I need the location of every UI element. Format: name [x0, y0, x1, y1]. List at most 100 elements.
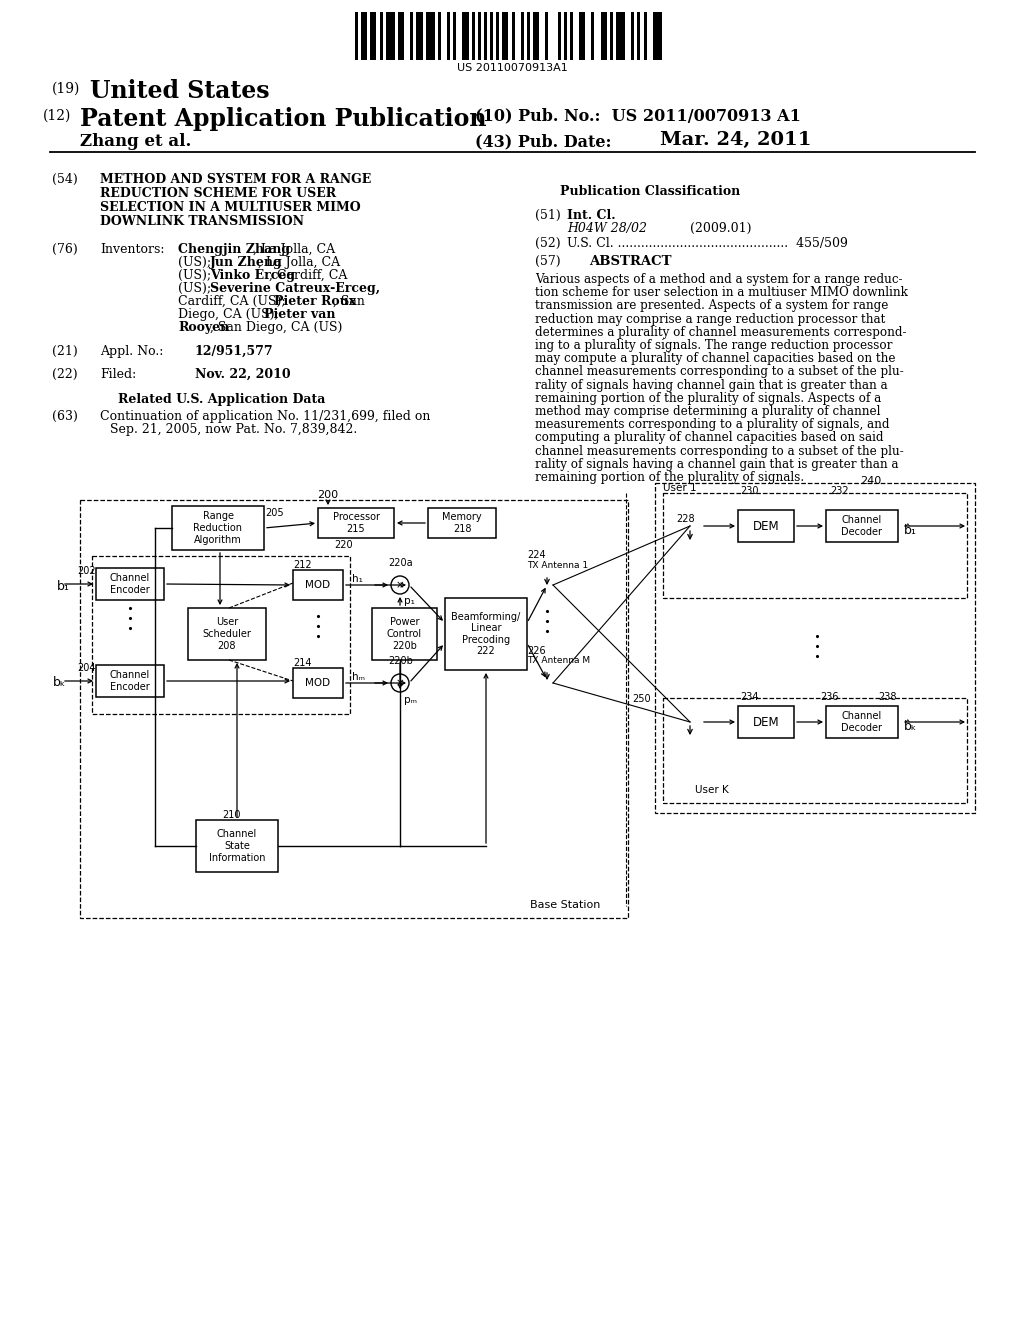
Bar [609, 12, 612, 59]
Bar [96, 568, 164, 601]
Text: (22): (22) [52, 368, 78, 381]
Text: rality of signals having channel gain that is greater than a: rality of signals having channel gain th… [535, 379, 888, 392]
Bar [558, 12, 561, 59]
Text: H04W 28/02: H04W 28/02 [567, 222, 647, 235]
Text: 220a: 220a [388, 558, 413, 568]
Text: User 1: User 1 [663, 483, 696, 492]
Text: remaining portion of the plurality of signals.: remaining portion of the plurality of si… [535, 471, 804, 484]
Text: (2009.01): (2009.01) [690, 222, 752, 235]
Text: U.S. Cl. ............................................  455/509: U.S. Cl. ...............................… [567, 238, 848, 249]
Bar [826, 706, 898, 738]
Text: (US);: (US); [178, 269, 215, 282]
Bar [463, 12, 469, 59]
Text: (54): (54) [52, 173, 78, 186]
Text: (19): (19) [52, 82, 80, 96]
Text: 200: 200 [317, 490, 339, 500]
Bar [398, 12, 404, 59]
Bar [484, 12, 487, 59]
Bar [569, 12, 572, 59]
Text: METHOD AND SYSTEM FOR A RANGE: METHOD AND SYSTEM FOR A RANGE [100, 173, 372, 186]
Text: Beamforming/
Linear
Precoding
222: Beamforming/ Linear Precoding 222 [452, 611, 520, 656]
Text: Channel
State
Information: Channel State Information [209, 829, 265, 862]
Bar [490, 12, 494, 59]
Text: Chengjin Zhang: Chengjin Zhang [178, 243, 290, 256]
Text: Nov. 22, 2010: Nov. 22, 2010 [195, 368, 291, 381]
Bar [600, 12, 606, 59]
Bar [411, 12, 414, 59]
Text: 226: 226 [527, 645, 546, 656]
Text: pₘ: pₘ [404, 696, 417, 705]
Text: (51): (51) [535, 209, 561, 222]
Bar [188, 609, 266, 660]
Text: Severine Catreux-Erceg,: Severine Catreux-Erceg, [210, 282, 380, 294]
Bar [591, 12, 594, 59]
Text: b̂ₖ: b̂ₖ [904, 719, 918, 733]
Text: Various aspects of a method and a system for a range reduc-: Various aspects of a method and a system… [535, 273, 902, 286]
Text: h₁: h₁ [352, 574, 362, 583]
Text: , La Jolla, CA: , La Jolla, CA [253, 243, 335, 256]
Text: computing a plurality of channel capacities based on said: computing a plurality of channel capacit… [535, 432, 884, 445]
Bar [652, 12, 662, 59]
Bar [196, 820, 278, 873]
Text: 220b: 220b [388, 656, 413, 667]
Text: 230: 230 [740, 486, 759, 496]
Text: TX Antenna M: TX Antenna M [527, 656, 590, 665]
Text: Appl. No.:: Appl. No.: [100, 345, 164, 358]
Bar [361, 12, 368, 59]
Text: may compute a plurality of channel capacities based on the: may compute a plurality of channel capac… [535, 352, 896, 366]
Text: (10) Pub. No.:  US 2011/0070913 A1: (10) Pub. No.: US 2011/0070913 A1 [475, 107, 801, 124]
Bar [447, 12, 451, 59]
Text: 212: 212 [293, 560, 311, 570]
Bar [655, 483, 975, 813]
Bar [534, 12, 540, 59]
Text: remaining portion of the plurality of signals. Aspects of a: remaining portion of the plurality of si… [535, 392, 882, 405]
Bar [438, 12, 441, 59]
Text: 236: 236 [820, 692, 839, 702]
Text: Pieter Roux: Pieter Roux [274, 294, 356, 308]
Text: Channel
Decoder: Channel Decoder [842, 515, 883, 537]
Bar [92, 556, 350, 714]
Text: (12): (12) [43, 110, 72, 123]
Bar [318, 508, 394, 539]
Text: 205: 205 [265, 508, 284, 517]
Text: , La Jolla, CA: , La Jolla, CA [258, 256, 340, 269]
Text: (US);: (US); [178, 256, 215, 269]
Text: SELECTION IN A MULTIUSER MIMO: SELECTION IN A MULTIUSER MIMO [100, 201, 360, 214]
Text: 240: 240 [860, 477, 882, 486]
Bar [386, 12, 395, 59]
Bar [497, 12, 500, 59]
Text: tion scheme for user selection in a multiuser MIMO downlink: tion scheme for user selection in a mult… [535, 286, 908, 300]
Text: b̂₁: b̂₁ [904, 524, 916, 537]
Bar [738, 510, 794, 543]
Text: Publication Classification: Publication Classification [560, 185, 740, 198]
Text: (43) Pub. Date:: (43) Pub. Date: [475, 133, 611, 150]
Text: US 20110070913A1: US 20110070913A1 [457, 63, 567, 73]
Text: hₘ: hₘ [352, 672, 365, 682]
Bar [355, 12, 358, 59]
Bar [293, 570, 343, 601]
Bar [738, 706, 794, 738]
Bar [615, 12, 625, 59]
Text: MOD: MOD [305, 678, 331, 688]
Text: TX Antenna 1: TX Antenna 1 [527, 561, 588, 570]
Text: p₁: p₁ [404, 597, 415, 606]
Bar [512, 12, 515, 59]
Text: Jun Zheng: Jun Zheng [210, 256, 283, 269]
Text: Range
Reduction
Algorithm: Range Reduction Algorithm [194, 511, 243, 545]
Text: DOWNLINK TRANSMISSION: DOWNLINK TRANSMISSION [100, 215, 304, 228]
Text: Power
Control
220b: Power Control 220b [387, 618, 422, 651]
Text: channel measurements corresponding to a subset of the plu-: channel measurements corresponding to a … [535, 366, 904, 379]
Bar [826, 510, 898, 543]
Text: rality of signals having a channel gain that is greater than a: rality of signals having a channel gain … [535, 458, 898, 471]
Text: channel measurements corresponding to a subset of the plu-: channel measurements corresponding to a … [535, 445, 904, 458]
Text: transmission are presented. Aspects of a system for range: transmission are presented. Aspects of a… [535, 300, 889, 313]
Text: (63): (63) [52, 411, 78, 422]
Bar [172, 506, 264, 550]
Text: 202: 202 [77, 566, 95, 576]
Text: determines a plurality of channel measurements correspond-: determines a plurality of channel measur… [535, 326, 906, 339]
Bar [445, 598, 527, 671]
Bar [579, 12, 585, 59]
Text: User K: User K [695, 785, 729, 795]
Text: Vinko Erceg: Vinko Erceg [210, 269, 295, 282]
Text: Mar. 24, 2011: Mar. 24, 2011 [660, 131, 811, 149]
